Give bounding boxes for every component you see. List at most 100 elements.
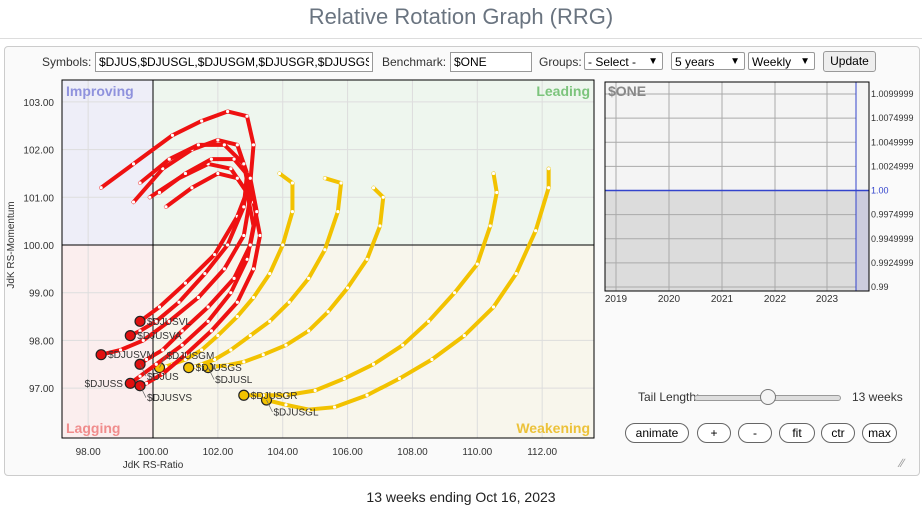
quadrant-label-leading: Leading — [536, 83, 590, 99]
tail-point — [138, 181, 142, 185]
symbol-label: $DJUSVL — [147, 317, 191, 328]
tail-point — [154, 362, 158, 366]
tail-point — [235, 143, 239, 147]
benchmark-x-tick: 2019 — [605, 294, 628, 305]
tail-point — [216, 334, 220, 338]
label-leader-line — [139, 385, 147, 398]
quadrant-label-weakening: Weakening — [516, 420, 590, 436]
tail-point — [378, 224, 382, 228]
tail-point — [193, 365, 197, 369]
tail-point — [148, 195, 152, 199]
x-tick-label: 104.00 — [267, 447, 298, 458]
groups-select[interactable]: - Select - ▼ — [584, 52, 663, 70]
tail-point — [251, 143, 256, 147]
tail-point — [209, 157, 213, 161]
benchmark-y-tick: 0.9924999 — [871, 258, 914, 268]
tail-point — [196, 143, 201, 147]
tail-point — [287, 300, 291, 304]
tail-point — [365, 257, 369, 261]
animate-button[interactable]: animate — [625, 423, 689, 443]
zoom-out-button[interactable]: - — [738, 423, 772, 443]
tail-point — [261, 393, 265, 397]
tail-point — [307, 407, 311, 412]
chevron-down-icon: ▼ — [730, 56, 740, 67]
period-select[interactable]: 5 years ▼ — [671, 52, 745, 70]
update-button[interactable]: Update — [823, 51, 876, 72]
benchmark-y-tick: 1.0049999 — [871, 137, 914, 147]
x-tick-label: 112.00 — [527, 447, 557, 458]
interval-select[interactable]: Weekly ▼ — [748, 52, 815, 70]
label-leader-line — [266, 399, 273, 413]
symbol-label: $DJUS — [147, 372, 179, 383]
tail-point — [255, 210, 259, 214]
tail-point — [268, 319, 272, 323]
symbol-label: $DJUSGL — [274, 408, 319, 419]
tail-point — [131, 200, 136, 204]
tail-point — [281, 243, 285, 247]
tail-point — [381, 195, 385, 199]
benchmark-y-tick: 0.9974999 — [871, 210, 914, 220]
symbol-label: $DJUSS — [85, 379, 124, 390]
tail-point — [138, 374, 142, 378]
tail-point — [371, 186, 376, 190]
symbol-label: $DJUSGR — [251, 391, 298, 402]
tail-point — [161, 167, 165, 171]
benchmark-title: $ONE — [608, 83, 646, 99]
tail-point — [336, 210, 340, 214]
tail-point — [452, 291, 457, 295]
tail-point — [242, 205, 246, 209]
center-button[interactable]: ctr — [821, 423, 855, 443]
tail-point — [232, 276, 236, 280]
y-tick-label: 97.00 — [29, 384, 54, 395]
benchmark-upper-area — [605, 82, 869, 191]
tail-point — [251, 295, 256, 300]
tail-point — [225, 109, 230, 114]
quadrant-leading — [153, 80, 594, 245]
symbols-input[interactable] — [95, 52, 373, 72]
tail-point — [196, 295, 201, 300]
tail-point — [268, 272, 272, 276]
tail-point — [183, 171, 188, 176]
tail-point — [225, 243, 230, 247]
tail-head-marker — [124, 377, 136, 389]
tail-point — [242, 233, 246, 238]
tail-point — [167, 157, 171, 161]
tail-point — [157, 305, 162, 309]
tail-point — [141, 338, 145, 342]
zoom-in-button[interactable]: + — [697, 423, 731, 443]
tail-point — [258, 233, 262, 238]
tail-point — [164, 365, 168, 369]
tail-point — [491, 171, 496, 176]
tail-point — [248, 334, 252, 338]
tail-head-marker — [238, 389, 250, 401]
symbol-label: $DJUSGS — [196, 363, 242, 374]
tail-point — [245, 257, 249, 261]
tail-point — [323, 248, 327, 252]
fit-button[interactable]: fit — [779, 423, 815, 443]
rrg-chart[interactable]: 98.00 100.00 102.00 104.00 106.00 108.00 110.0… — [0, 0, 922, 480]
y-tick-label: 102.00 — [23, 146, 54, 157]
benchmark-current-area — [856, 190, 869, 291]
tail-length-slider[interactable] — [694, 389, 841, 405]
tail-point — [213, 252, 217, 257]
tail-point — [154, 319, 158, 323]
tail-point — [534, 229, 538, 233]
tail-head-marker — [183, 361, 195, 374]
tail-head-marker — [134, 315, 146, 327]
benchmark-input[interactable] — [450, 52, 532, 72]
benchmark-y-tick: 1.0074999 — [871, 113, 914, 123]
tail-point — [514, 272, 518, 276]
tail-point — [213, 365, 217, 369]
tail-point — [157, 190, 162, 195]
max-button[interactable]: max — [862, 423, 897, 443]
interval-value: Weekly — [752, 55, 792, 69]
slider-thumb[interactable] — [759, 389, 776, 405]
tail-point — [222, 143, 226, 147]
chevron-down-icon: ▼ — [648, 56, 658, 67]
resize-handle-icon[interactable]: ∕∕ — [900, 456, 905, 470]
x-tick-label: 110.00 — [462, 447, 492, 458]
benchmark-lower-area — [605, 190, 869, 291]
tail-point — [475, 262, 479, 266]
symbol-label: $DJUSL — [215, 375, 253, 386]
page-title: Relative Rotation Graph (RRG) — [308, 4, 614, 29]
